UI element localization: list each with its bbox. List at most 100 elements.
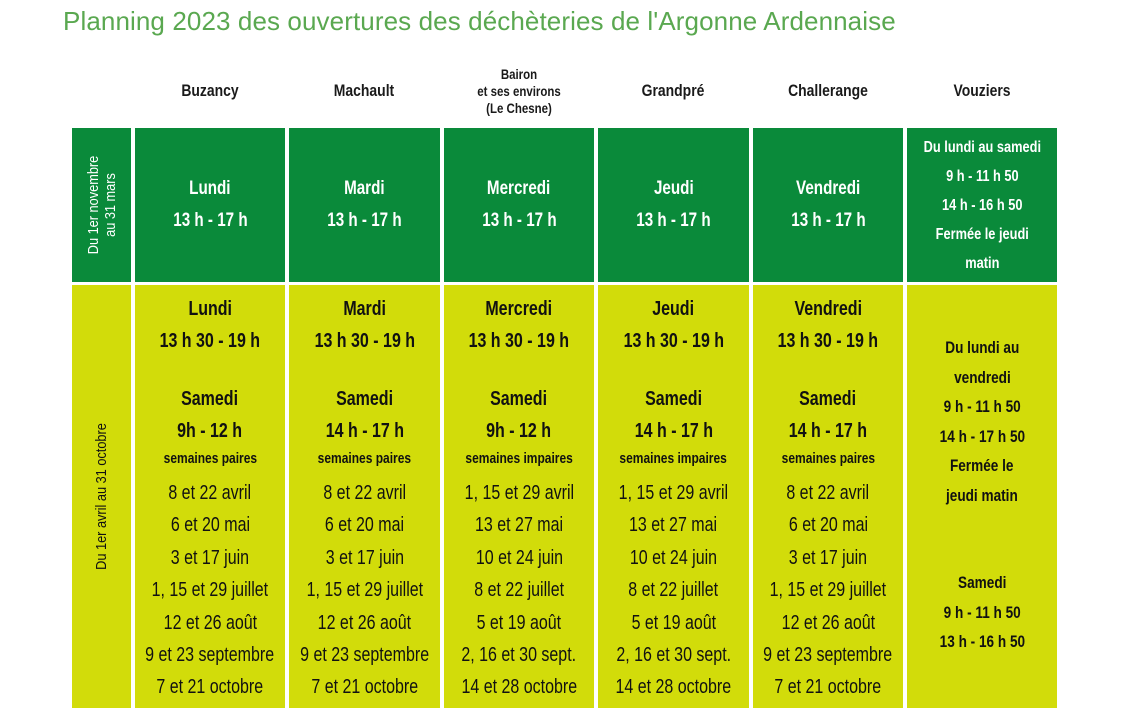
winter-day: Mardi [344,178,385,199]
winter-hours: 13 h - 17 h [172,210,248,231]
summer-day: Vendredi [794,298,862,320]
summer-date: 3 et 17 juin [170,546,250,569]
summer-day: Mercredi [485,298,553,320]
winter-vouziers-line: Du lundi au samedi [923,138,1041,156]
summer-date: 1, 15 et 29 juillet [151,579,269,602]
summer-cell-grandpre: Jeudi 13 h 30 - 19 h Samedi 14 h - 17 h … [598,285,749,708]
summer-weeks: semaines paires [781,450,875,467]
summer-date: 3 et 17 juin [325,546,404,569]
summer-date: 12 et 26 août [317,611,412,634]
summer-date: 8 et 22 juillet [628,579,719,602]
summer-saturday: Samedi [181,388,239,410]
summer-hours: 13 h 30 - 19 h [777,330,879,352]
summer-saturday: Samedi [645,388,702,410]
summer-date: 5 et 19 août [631,611,716,634]
summer-date: 7 et 21 octobre [774,676,882,699]
summer-date: 1, 15 et 29 avril [618,482,729,504]
summer-date: 6 et 20 mai [788,514,868,537]
summer-hours: 13 h 30 - 19 h [623,330,724,352]
summer-date: 10 et 24 juin [629,546,718,569]
row-label-winter-line1: Du 1er novembre [84,155,102,255]
summer-date: 6 et 20 mai [170,514,250,537]
summer-saturday-hours: 9h - 12 h [486,420,552,442]
summer-weeks: semaines paires [317,450,412,467]
summer-cell-buzancy: Lundi 13 h 30 - 19 h Samedi 9h - 12 h se… [135,285,285,708]
summer-hours: 13 h 30 - 19 h [468,330,570,352]
column-header-machault: Machault [333,81,395,100]
summer-date: 9 et 23 septembre [763,644,893,667]
winter-cell-machault: Mardi 13 h - 17 h [289,128,440,282]
winter-vouziers-line: matin [964,254,1000,272]
column-header-buzancy: Buzancy [181,81,239,100]
summer-date: 12 et 26 août [163,611,257,634]
summer-vouziers-line: Du lundi au [944,338,1020,357]
column-header-bairon: Bairon et ses environs (Le Chesne) [477,65,561,116]
summer-hours: 13 h 30 - 19 h [314,330,415,352]
summer-day: Jeudi [652,298,695,320]
summer-date: 13 et 27 mai [474,514,564,537]
winter-day: Lundi [189,178,231,199]
row-label-summer-text: Du 1er avril au 31 octobre [93,423,111,570]
summer-weeks: semaines impaires [619,450,728,467]
winter-vouziers-line: 9 h - 11 h 50 [945,167,1019,185]
summer-date: 2, 16 et 30 sept. [616,644,731,667]
summer-date: 7 et 21 octobre [156,676,264,699]
summer-cell-vouziers: Du lundi au vendredi 9 h - 11 h 50 14 h … [907,285,1057,708]
summer-cell-machault: Mardi 13 h 30 - 19 h Samedi 14 h - 17 h … [289,285,440,708]
summer-date: 14 et 28 octobre [615,676,732,699]
summer-date: 10 et 24 juin [475,546,563,569]
page-title: Planning 2023 des ouvertures des déchète… [63,6,896,36]
summer-date: 3 et 17 juin [788,546,868,569]
summer-vouziers-line: vendredi [953,367,1011,387]
winter-hours: 13 h - 17 h [636,210,711,231]
winter-day: Jeudi [653,178,694,199]
summer-saturday: Samedi [799,388,857,410]
winter-vouziers-line: 14 h - 16 h 50 [941,196,1023,214]
winter-cell-grandpre: Jeudi 13 h - 17 h [598,128,749,282]
summer-date: 9 et 23 septembre [145,644,275,667]
summer-hours: 13 h 30 - 19 h [159,330,261,352]
summer-date: 8 et 22 avril [168,482,252,504]
column-header-grandpre: Grandpré [641,81,705,100]
summer-date: 12 et 26 août [781,611,875,634]
summer-saturday-hours: 14 h - 17 h [634,420,713,442]
summer-cell-bairon: Mercredi 13 h 30 - 19 h Samedi 9h - 12 h… [444,285,594,708]
summer-vouziers-line: 14 h - 17 h 50 [939,426,1025,446]
summer-date: 13 et 27 mai [629,514,718,537]
row-label-winter-line2: au 31 mars [101,173,119,237]
summer-saturday: Samedi [490,388,548,410]
summer-vouziers-line: 9 h - 11 h 50 [943,602,1021,622]
summer-date: 7 et 21 octobre [311,676,418,699]
summer-date: 8 et 22 avril [323,482,406,504]
summer-day: Lundi [188,298,232,320]
summer-date: 8 et 22 juillet [474,579,564,602]
row-label-winter: Du 1er novembre au 31 mars [72,128,131,282]
summer-saturday-hours: 14 h - 17 h [788,420,868,442]
winter-cell-bairon: Mercredi 13 h - 17 h [444,128,594,282]
summer-cell-challerange: Vendredi 13 h 30 - 19 h Samedi 14 h - 17… [753,285,903,708]
winter-vouziers-line: Fermée le jeudi [935,225,1029,243]
summer-date: 9 et 23 septembre [300,644,429,667]
summer-date: 1, 15 et 29 juillet [769,579,887,602]
winter-hours: 13 h - 17 h [327,210,402,231]
winter-cell-challerange: Vendredi 13 h - 17 h [753,128,903,282]
winter-hours: 13 h - 17 h [481,210,557,231]
summer-date: 8 et 22 avril [786,482,870,504]
summer-vouziers-line: jeudi matin [946,485,1018,505]
summer-date: 1, 15 et 29 avril [464,482,574,504]
row-label-summer: Du 1er avril au 31 octobre [72,285,131,708]
winter-cell-buzancy: Lundi 13 h - 17 h [135,128,285,282]
winter-day: Mercredi [487,178,551,199]
summer-vouziers-line: Samedi [957,573,1007,592]
summer-vouziers-line: Fermée le [950,456,1014,475]
summer-date: 6 et 20 mai [324,514,405,537]
summer-date: 2, 16 et 30 sept. [461,644,577,667]
winter-cell-vouziers: Du lundi au samedi 9 h - 11 h 50 14 h - … [907,128,1057,282]
winter-hours: 13 h - 17 h [790,210,866,231]
summer-saturday: Samedi [336,388,393,410]
summer-day: Mardi [343,298,386,320]
summer-date: 5 et 19 août [476,611,562,634]
summer-date: 1, 15 et 29 juillet [306,579,423,602]
winter-day: Vendredi [795,178,861,199]
summer-saturday-hours: 14 h - 17 h [325,420,404,442]
